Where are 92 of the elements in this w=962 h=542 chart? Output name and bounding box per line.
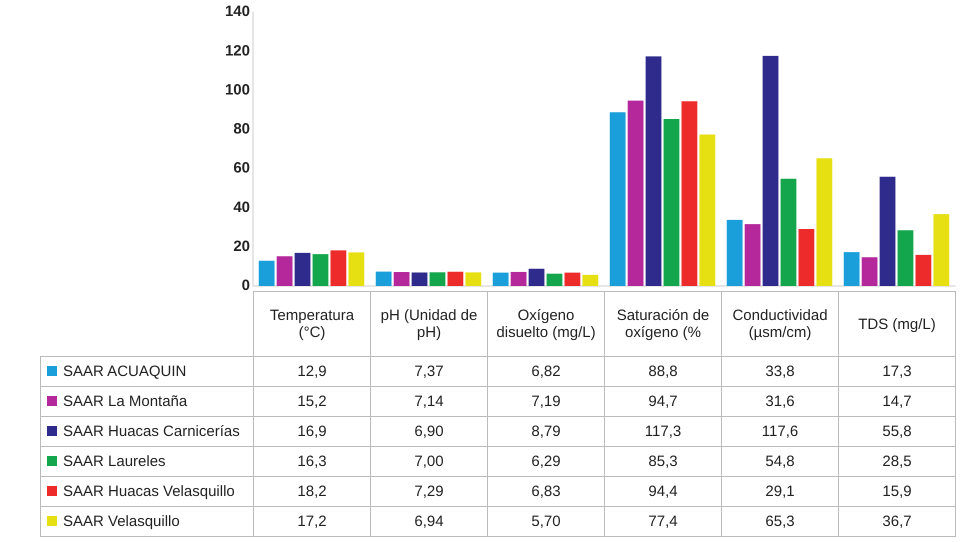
data-label: 17,2 <box>254 506 370 536</box>
bar <box>780 178 796 286</box>
legend-label: SAAR ACUAQUIN <box>63 362 186 380</box>
legend-label: SAAR Huacas Carnicerías <box>63 422 240 440</box>
data-label: 12,9 <box>254 356 370 386</box>
bar <box>898 230 914 286</box>
data-label: 6,83 <box>488 476 604 506</box>
data-label: 6,82 <box>488 356 604 386</box>
data-label: 88,8 <box>604 356 722 386</box>
data-label: 7,37 <box>370 356 488 386</box>
x-tick-label: pH (Unidad de pH) <box>370 292 488 356</box>
data-label: 16,3 <box>254 446 370 476</box>
data-label: 54,8 <box>722 446 838 476</box>
x-tick-label: Conductividad (µsm/cm) <box>722 292 838 356</box>
bar <box>465 272 482 286</box>
bar <box>564 272 580 286</box>
x-tick-label: TDS (mg/L) <box>838 292 956 356</box>
bar <box>276 256 292 286</box>
data-label: 15,2 <box>254 386 370 416</box>
data-label: 8,79 <box>488 416 604 446</box>
bar <box>682 101 698 286</box>
y-tick-label: 80 <box>233 120 250 138</box>
bar <box>510 272 526 286</box>
bar <box>394 272 410 286</box>
data-label: 28,5 <box>838 446 956 476</box>
bar <box>880 176 896 286</box>
data-label: 15,9 <box>838 476 956 506</box>
bar <box>430 272 446 286</box>
y-tick-label: 120 <box>224 42 250 60</box>
bar <box>816 158 832 286</box>
bar <box>933 214 950 286</box>
bar <box>376 272 392 286</box>
x-tick-label: Oxígeno disuelto (mg/L) <box>488 292 604 356</box>
bar <box>798 229 814 286</box>
legend-label: SAAR Velasquillo <box>63 512 180 530</box>
bar <box>699 134 716 286</box>
data-label: 6,90 <box>370 416 488 446</box>
data-label: 14,7 <box>838 386 956 416</box>
bar <box>546 274 562 286</box>
bar <box>348 252 364 286</box>
bar <box>726 220 743 286</box>
data-label: 7,19 <box>488 386 604 416</box>
bar <box>528 268 544 286</box>
data-label: 33,8 <box>722 356 838 386</box>
bar <box>762 56 778 286</box>
data-label: 117,3 <box>604 416 722 446</box>
x-tick-label: Saturación de oxígeno (% <box>604 292 722 356</box>
y-tick-label: 60 <box>233 160 250 177</box>
y-tick-label: 140 <box>224 3 250 20</box>
y-tick-label: 20 <box>233 238 250 255</box>
data-label: 94,4 <box>604 476 722 506</box>
data-label: 6,94 <box>370 506 488 536</box>
bar <box>664 119 680 286</box>
y-tick-label: 40 <box>233 198 250 216</box>
bar <box>448 272 464 286</box>
bar <box>862 257 878 286</box>
bar <box>744 224 760 286</box>
data-label: 7,14 <box>370 386 488 416</box>
bar <box>844 252 860 286</box>
x-tick-label: Temperatura (°C) <box>254 292 370 356</box>
bar <box>312 254 328 286</box>
data-label: 77,4 <box>604 506 722 536</box>
data-label: 7,00 <box>370 446 488 476</box>
bar <box>628 100 644 286</box>
bar <box>258 260 275 286</box>
data-label: 17,3 <box>838 356 956 386</box>
data-label: 16,9 <box>254 416 370 446</box>
y-tick-label: 100 <box>224 81 250 98</box>
bar <box>916 254 932 286</box>
data-label: 6,29 <box>488 446 604 476</box>
data-label: 31,6 <box>722 386 838 416</box>
data-label: 36,7 <box>838 506 956 536</box>
bar <box>582 274 598 286</box>
data-label: 117,6 <box>722 416 838 446</box>
legend-label: SAAR La Montaña <box>63 392 188 410</box>
bar <box>492 272 509 286</box>
data-label: 7,29 <box>370 476 488 506</box>
data-label: 55,8 <box>838 416 956 446</box>
bar <box>412 272 428 286</box>
bar <box>294 252 310 286</box>
bar <box>610 112 626 286</box>
legend-label: SAAR Huacas Velasquillo <box>63 482 235 500</box>
data-label: 5,70 <box>488 506 604 536</box>
bar <box>330 250 346 286</box>
data-label: 65,3 <box>722 506 838 536</box>
legend-label: SAAR Laureles <box>63 452 166 470</box>
data-label: 94,7 <box>604 386 722 416</box>
bar <box>646 56 662 286</box>
y-tick-label: 0 <box>242 277 250 294</box>
data-label: 18,2 <box>254 476 370 506</box>
data-label: 29,1 <box>722 476 838 506</box>
data-label: 85,3 <box>604 446 722 476</box>
